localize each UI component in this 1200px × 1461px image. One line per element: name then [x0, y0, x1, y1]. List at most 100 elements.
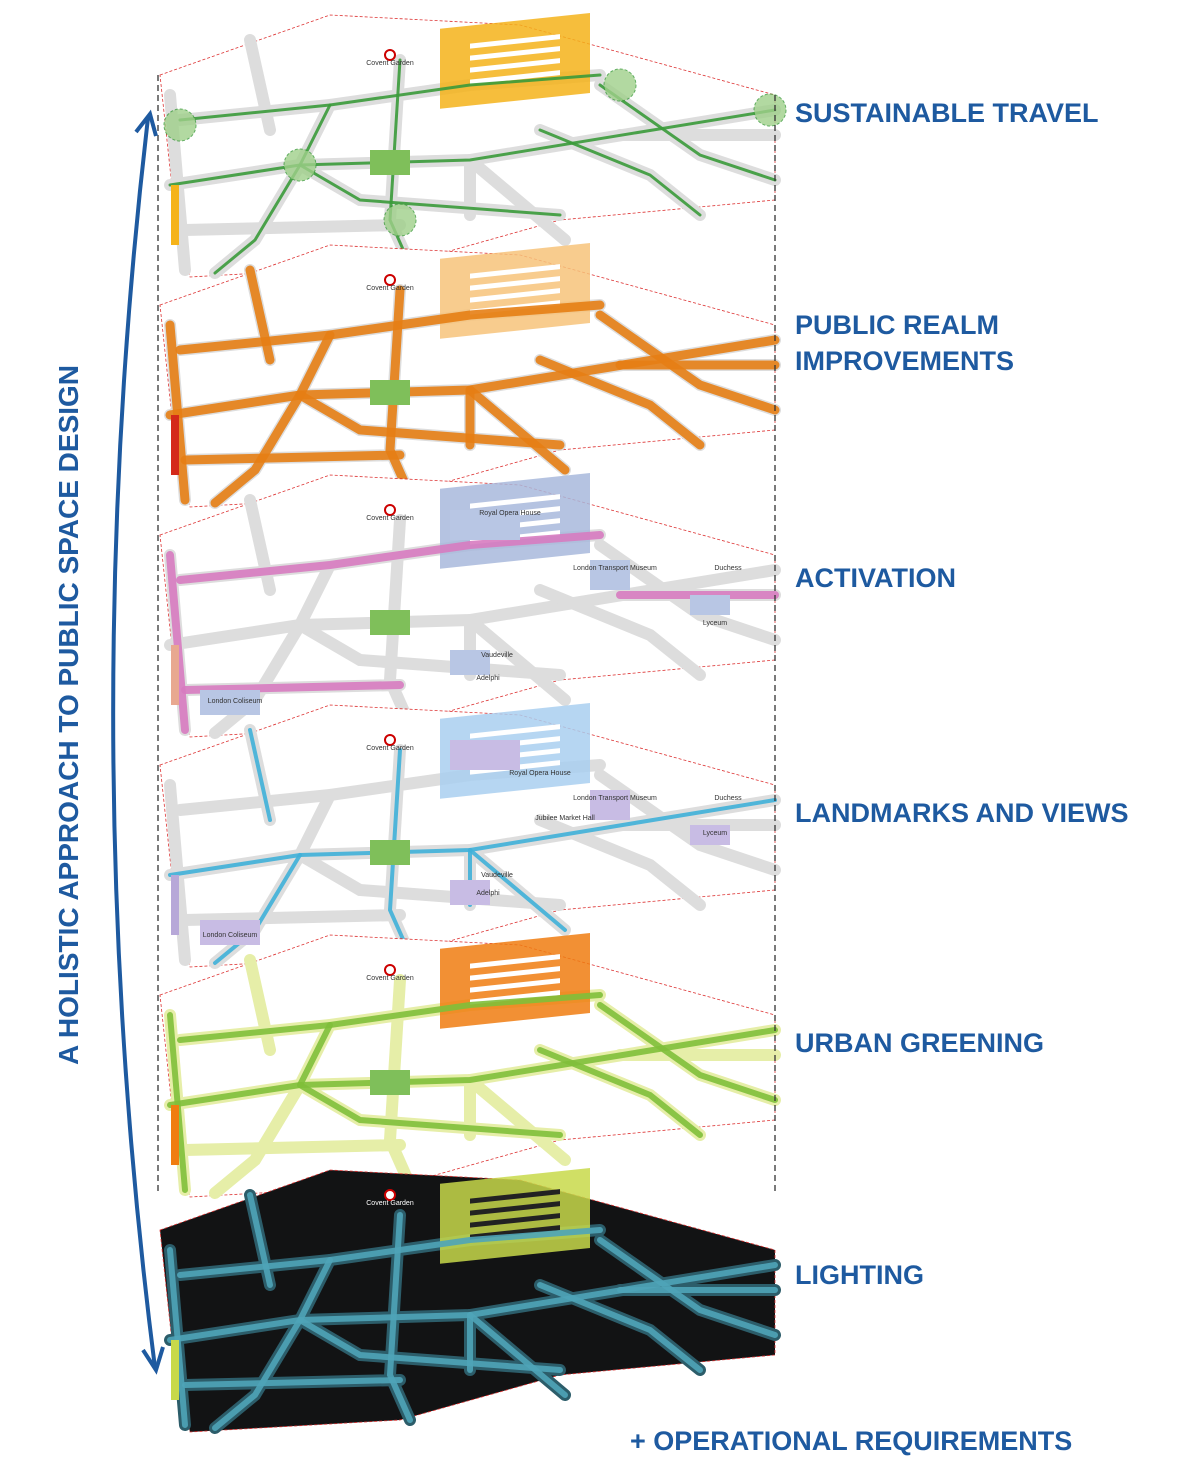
- street: [294, 789, 336, 861]
- street: [464, 614, 571, 706]
- street: [179, 219, 406, 236]
- street: [534, 814, 706, 911]
- map-layer: Covent Garden: [159, 242, 781, 509]
- layer-label: IMPROVEMENTS: [795, 346, 1014, 376]
- market-hall: [470, 34, 560, 49]
- map-label: Covent Garden: [366, 60, 414, 67]
- street: [464, 154, 571, 246]
- layer-labels: SUSTAINABLE TRAVEL PUBLIC REALM IMPROVEMEN…: [795, 98, 1129, 1290]
- street: [209, 1079, 306, 1199]
- footer: + OPERATIONAL REQUIREMENTS: [630, 1426, 1072, 1456]
- market-hall: [470, 954, 560, 969]
- street: [244, 34, 276, 136]
- highlight-route: [167, 1012, 188, 1193]
- map-label: Covent Garden: [366, 745, 414, 752]
- highlight-route: [465, 385, 570, 475]
- building: [450, 510, 520, 540]
- highlight-route: [212, 1317, 303, 1431]
- tube-icon: [384, 964, 396, 976]
- map-label: Covent Garden: [366, 975, 414, 982]
- highlight-route: [597, 1237, 778, 1338]
- layer-label: LANDMARKS AND VIEWS: [795, 798, 1129, 828]
- green-space: [370, 840, 410, 865]
- map-label: Royal Opera House: [479, 510, 541, 517]
- highlight-route: [386, 1212, 413, 1423]
- street: [179, 1139, 406, 1156]
- highlight-route: [178, 73, 602, 122]
- side-title: A HOLISTIC APPROACH TO PUBLIC SPACE DESI…: [53, 365, 84, 1065]
- map-layer: Covent Garden: [159, 1167, 781, 1434]
- building: [450, 650, 490, 675]
- building: [690, 595, 730, 615]
- market-plaza: [440, 12, 590, 109]
- market-hall: [470, 494, 560, 509]
- map-label: Covent Garden: [366, 285, 414, 292]
- highlight-route: [210, 390, 305, 508]
- highlight-route: [167, 1247, 188, 1428]
- highlight-route: [165, 320, 190, 505]
- map-label: Lyceum: [703, 620, 727, 627]
- map-label: Covent Garden: [366, 1200, 414, 1207]
- highlight-route: [247, 1192, 273, 1288]
- transport-node: [753, 93, 787, 127]
- map-outline: [159, 1169, 776, 1433]
- market-hall: [470, 724, 560, 739]
- highlight-route: [537, 1282, 703, 1373]
- market-hall: [470, 46, 560, 61]
- highlight-route: [297, 1317, 563, 1373]
- highlight-route: [535, 355, 705, 450]
- street: [294, 559, 336, 631]
- map-label: Royal Opera House: [509, 770, 571, 777]
- market-hall: [470, 1189, 560, 1204]
- highlight-route: [467, 1312, 568, 1398]
- highlight-route: [245, 265, 275, 365]
- transport-node: [383, 203, 417, 237]
- highlight-route: [182, 1377, 403, 1388]
- map-layer: Covent Garden Royal Opera House London Tra…: [159, 472, 781, 739]
- arrow-head: [134, 109, 158, 137]
- building: [590, 560, 630, 590]
- market-hall: [470, 276, 560, 291]
- building: [450, 740, 520, 770]
- transport-node: [283, 148, 317, 182]
- map-outline: [159, 934, 776, 1198]
- market-hall: [470, 1201, 560, 1216]
- street: [534, 584, 706, 681]
- tube-icon: [384, 504, 396, 516]
- highlight-route: [297, 1082, 563, 1138]
- green-space: [370, 1070, 410, 1095]
- street: [244, 954, 276, 1056]
- transport-node: [163, 108, 197, 142]
- green-space: [370, 150, 410, 175]
- arrow: [111, 117, 157, 1369]
- highlight-route: [177, 992, 603, 1043]
- map-label: Vaudeville: [481, 872, 513, 879]
- map-label: Duchess: [714, 795, 742, 802]
- building: [690, 825, 730, 845]
- map-stack: Covent Garden Covent Garden Covent Garden R…: [159, 12, 787, 1434]
- map-layer: Covent Garden: [159, 12, 787, 279]
- highlight-route: [297, 1022, 333, 1088]
- map-label: Adelphi: [476, 675, 500, 682]
- map-outline: [159, 704, 776, 968]
- map-label: Vaudeville: [481, 652, 513, 659]
- highlight-route: [166, 551, 189, 734]
- market-hall: [470, 58, 560, 73]
- layer-label: SUSTAINABLE TRAVEL: [795, 98, 1099, 128]
- arrow-head: [141, 1346, 165, 1375]
- layer-label: URBAN GREENING: [795, 1028, 1044, 1058]
- building: [200, 920, 260, 945]
- market-hall: [470, 978, 560, 993]
- highlight-route: [598, 83, 777, 182]
- highlight-route: [180, 450, 405, 465]
- highlight-route: [295, 330, 335, 400]
- market-hall: [470, 288, 560, 303]
- map-label: Duchess: [714, 565, 742, 572]
- map-label: London Transport Museum: [573, 795, 657, 802]
- building: [200, 690, 260, 715]
- market-plaza: [440, 932, 590, 1029]
- market-plaza: [440, 1167, 590, 1264]
- market-plaza: [440, 242, 590, 339]
- map-outline: [159, 474, 776, 738]
- layer-label: LIGHTING: [795, 1260, 924, 1290]
